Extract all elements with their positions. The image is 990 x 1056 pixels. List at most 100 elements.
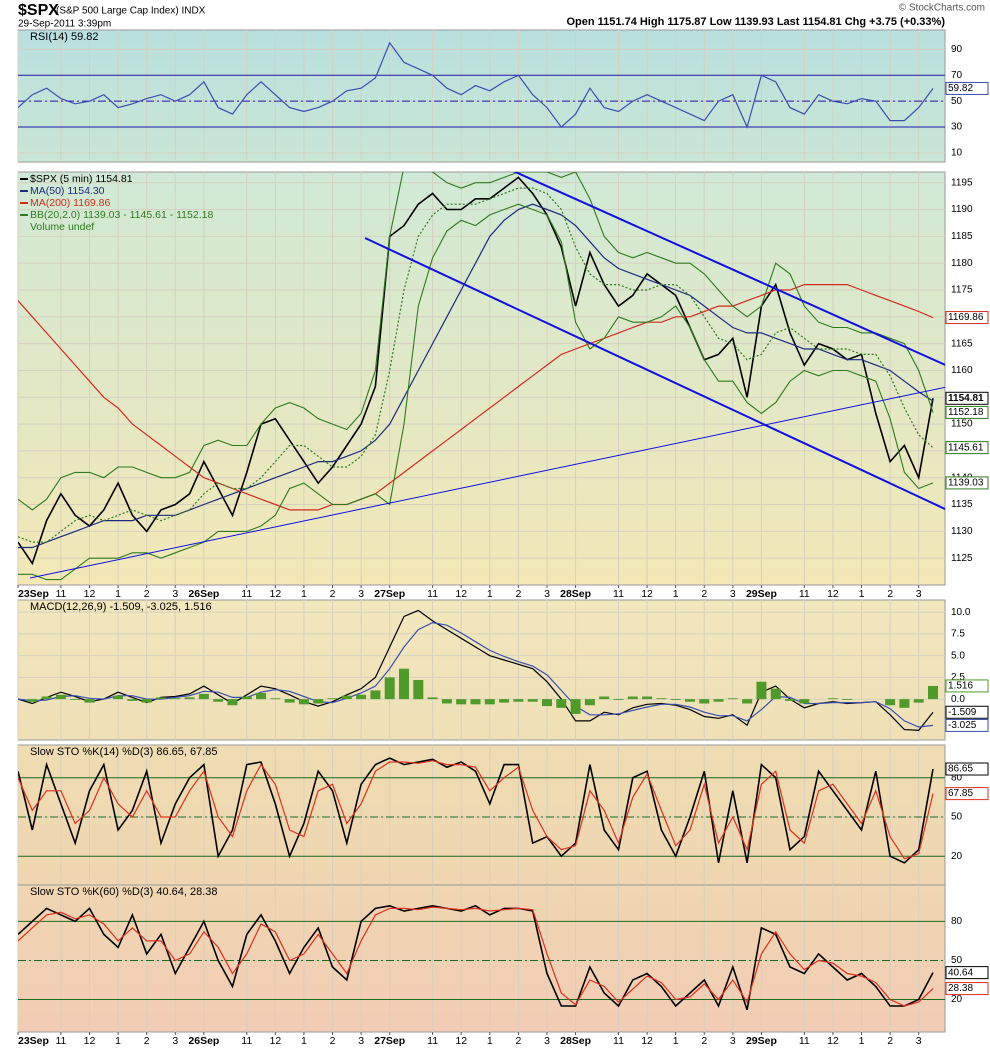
x-tick-label: 3 [544, 1035, 550, 1047]
x-tick-label: 1 [301, 588, 307, 600]
x-tick-label: 3 [358, 588, 364, 600]
x-tick-label: 2 [701, 1035, 707, 1047]
histogram-bar [713, 699, 724, 702]
histogram-bar [313, 699, 324, 704]
value-badge [945, 982, 989, 996]
panel: 10 30 50 70 90 59.82 RSI(14) 59.82 [17, 29, 989, 163]
x-tick-label: 12 [827, 1035, 839, 1047]
histogram-bar [827, 698, 838, 700]
histogram-bar [213, 699, 224, 702]
value-badge [945, 787, 989, 801]
value-badge-label: 1152.18 [948, 407, 984, 418]
value-badge-label: 67.85 [948, 788, 973, 799]
x-tick-label: 11 [55, 588, 66, 600]
x-tick-label: 2 [701, 588, 707, 600]
y-tick-label: 1125 [951, 553, 973, 564]
series-group [18, 41, 934, 129]
x-tick-label: 3 [730, 588, 736, 600]
histogram-bar [441, 699, 452, 704]
y-tick-label: 50 [951, 812, 963, 823]
histogram-bar [470, 699, 481, 705]
trend-lines [29, 172, 945, 579]
histogram-bar [613, 699, 624, 700]
x-tick-label: 1 [673, 588, 679, 600]
date: 29-Sep-2011 3:39pm [18, 19, 111, 30]
histogram-bar [227, 699, 238, 706]
histogram-bar [927, 685, 939, 700]
y-tick-label: 1190 [951, 204, 973, 215]
description: (S&P 500 Large Cap Index) INDX [56, 6, 206, 17]
y-tick-label: 1160 [951, 365, 973, 376]
annotation: Volume undef [30, 221, 94, 233]
y-tick-label: 1165 [951, 338, 973, 349]
histogram-bar [170, 698, 181, 700]
x-tick-label: 12 [641, 588, 653, 600]
x-tick-label: 11 [55, 1035, 66, 1047]
x-tick-label: 12 [84, 588, 96, 600]
series-line [18, 203, 934, 549]
x-tick-label: 12 [641, 1035, 653, 1047]
x-tick-label: 12 [84, 1035, 96, 1047]
histogram-bar [55, 694, 66, 700]
histogram-bar [256, 693, 267, 700]
histogram-bar [913, 699, 924, 703]
legend-label: BB(20,2.0) 1139.03 - 1145.61 - 1152.18 [30, 209, 213, 221]
histogram-bar [556, 699, 567, 708]
value-badge-label: 1169.86 [948, 312, 984, 323]
y-tick-label: 80 [951, 916, 963, 927]
histogram-bar [270, 698, 281, 700]
histogram-bar [284, 699, 295, 703]
x-tick-label: 28Sep [560, 588, 591, 600]
value-badge-label: 1.516 [948, 681, 973, 692]
y-tick-label: 1180 [951, 258, 973, 269]
x-tick-label: 26Sep [188, 588, 219, 600]
value-badge [945, 718, 989, 732]
histogram-bar [427, 697, 438, 700]
histogram-bar [527, 699, 538, 702]
legend-swatch [20, 190, 28, 192]
histogram-bar [113, 695, 124, 700]
histogram-bar [27, 699, 38, 702]
x-tick-label: 2 [330, 588, 336, 600]
x-tick-label: 11 [427, 1035, 438, 1047]
value-badge-label: -1.509 [948, 707, 977, 718]
histogram-bar [356, 694, 367, 700]
panel-background [17, 29, 946, 163]
histogram-bar [327, 698, 338, 700]
histogram-bar [599, 696, 610, 700]
histogram-bar [742, 699, 753, 704]
value-badge [945, 679, 989, 693]
x-tick-label: 1 [115, 1035, 121, 1047]
x-tick-label: 1 [487, 1035, 493, 1047]
value-badge-label: 28.38 [948, 983, 973, 994]
x-tick-label: 11 [613, 1035, 624, 1047]
x-tick-label: 2 [144, 588, 150, 600]
histogram-bar [770, 688, 781, 700]
x-tick-label: 11 [799, 1035, 810, 1047]
histogram-bar [541, 699, 552, 707]
histogram-bar [484, 699, 495, 705]
x-tick-label: 3 [916, 588, 922, 600]
y-tick-label: 70 [951, 70, 963, 81]
legend-label: $SPX (5 min) 1154.81 [30, 173, 133, 185]
x-tick-label: 11 [613, 588, 624, 600]
legend-swatch [20, 214, 28, 216]
panel: 0.0 2.5 5.0 7.5 10.0 -1.509 -3.025 1.516 MACD(12… [17, 599, 989, 741]
x-tick-label: 3 [544, 588, 550, 600]
histogram-bar [499, 699, 510, 703]
series-line [18, 187, 934, 543]
panel: 20 50 80 40.64 28.38 Slow STO %K(60) %D(3) 40… [17, 884, 989, 1047]
x-tick-label: 2 [515, 588, 521, 600]
value-badge [945, 405, 989, 419]
y-tick-label: 30 [951, 122, 963, 133]
panel-background [17, 744, 946, 886]
y-tick-label: 1135 [951, 499, 973, 510]
value-badge [945, 81, 989, 95]
histogram-bar [70, 699, 81, 700]
histogram-bar [684, 699, 695, 702]
x-tick-label: 1 [673, 1035, 679, 1047]
histogram-bar [370, 690, 381, 700]
histogram-bar [456, 699, 467, 705]
histogram-bar [785, 699, 796, 701]
